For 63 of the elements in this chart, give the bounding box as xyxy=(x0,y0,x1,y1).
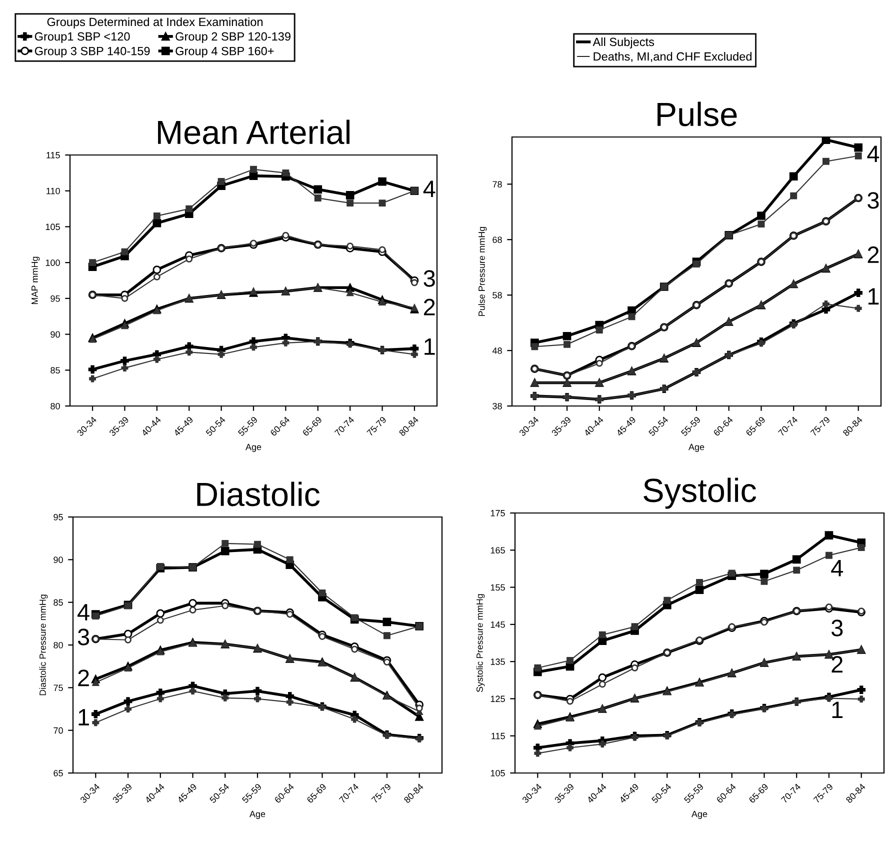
annotation: 4 xyxy=(867,146,880,162)
text: All Subjects xyxy=(592,37,654,48)
y-tick-label: 58 xyxy=(492,292,502,298)
annotation: 4 xyxy=(423,180,436,197)
annotation: 3 xyxy=(831,620,843,636)
annotation: 1 xyxy=(832,702,843,718)
chart-title: Diastolic xyxy=(197,482,320,506)
x-axis-title: Age xyxy=(245,444,262,452)
annotation: 2 xyxy=(424,298,435,316)
annotation: 2 xyxy=(868,246,879,263)
annotation: 1 xyxy=(868,288,879,305)
y-tick-label: 85 xyxy=(50,367,60,374)
y-tick-label: 38 xyxy=(492,402,502,410)
y-tick-label: 115 xyxy=(46,152,60,158)
annotation: 3 xyxy=(424,270,435,287)
legend-label: Group1 SBP <120 xyxy=(34,32,130,43)
y-axis-title: Diastolic Pressure mmHg xyxy=(39,594,48,696)
legend-title: Groups Determined at Index Examination xyxy=(47,17,263,28)
x-axis-title: Age xyxy=(688,444,704,452)
y-tick-label: 68 xyxy=(492,236,502,243)
y-tick-label: 78 xyxy=(492,181,502,188)
annotation: 3 xyxy=(78,628,90,646)
x-axis-title: Age xyxy=(691,810,708,819)
y-tick-label: 125 xyxy=(490,696,505,702)
y-axis-title: MAP mmHg xyxy=(32,256,40,304)
y-tick-label: 105 xyxy=(46,224,60,230)
y-tick-label: 90 xyxy=(54,556,63,564)
annotation: 1 xyxy=(424,338,435,355)
y-tick-label: 145 xyxy=(490,621,505,628)
annotation: 2 xyxy=(78,670,89,686)
annotation: 4 xyxy=(78,604,90,620)
chart-title: Pulse xyxy=(658,102,737,126)
y-tick-label: 105 xyxy=(490,770,505,776)
y-tick-label: 165 xyxy=(490,547,505,554)
y-tick-label: 155 xyxy=(490,584,505,591)
y-tick-label: 175 xyxy=(490,510,505,516)
annotation: 4 xyxy=(831,560,844,576)
y-tick-label: 80 xyxy=(50,402,60,410)
y-tick-label: 115 xyxy=(492,732,505,740)
y-tick-label: 135 xyxy=(490,658,505,665)
annotation: 1 xyxy=(78,709,89,726)
y-tick-label: 95 xyxy=(50,295,60,302)
y-axis-title: Pulse Pressure mmHg xyxy=(478,226,487,316)
text: Deaths, MI,and CHF Excluded xyxy=(594,52,752,62)
legend-label: Group 2 SBP 120-139 xyxy=(176,32,290,43)
chart-title: Systolic xyxy=(644,478,756,509)
x-axis-title: Age xyxy=(249,810,266,819)
y-tick-label: 70 xyxy=(54,727,63,734)
annotation: 2 xyxy=(832,656,843,673)
y-tick-label: 95 xyxy=(54,514,63,520)
y-tick-label: 85 xyxy=(54,599,63,606)
chart-title: Mean Arterial xyxy=(158,120,350,144)
y-tick-label: 65 xyxy=(54,770,63,776)
y-axis-title: Systolic Pressure mmHg xyxy=(476,594,485,692)
y-tick-label: 90 xyxy=(50,331,60,338)
legend-label: Group 4 SBP 160+ xyxy=(176,46,274,58)
y-tick-label: 75 xyxy=(54,684,63,692)
y-tick-label: 80 xyxy=(54,642,63,648)
annotation: 3 xyxy=(868,192,879,209)
y-tick-label: 100 xyxy=(46,260,60,266)
y-tick-label: 48 xyxy=(492,348,502,354)
y-tick-label: 110 xyxy=(46,188,60,194)
legend-label: Group 3 SBP 140-159 xyxy=(34,46,150,58)
